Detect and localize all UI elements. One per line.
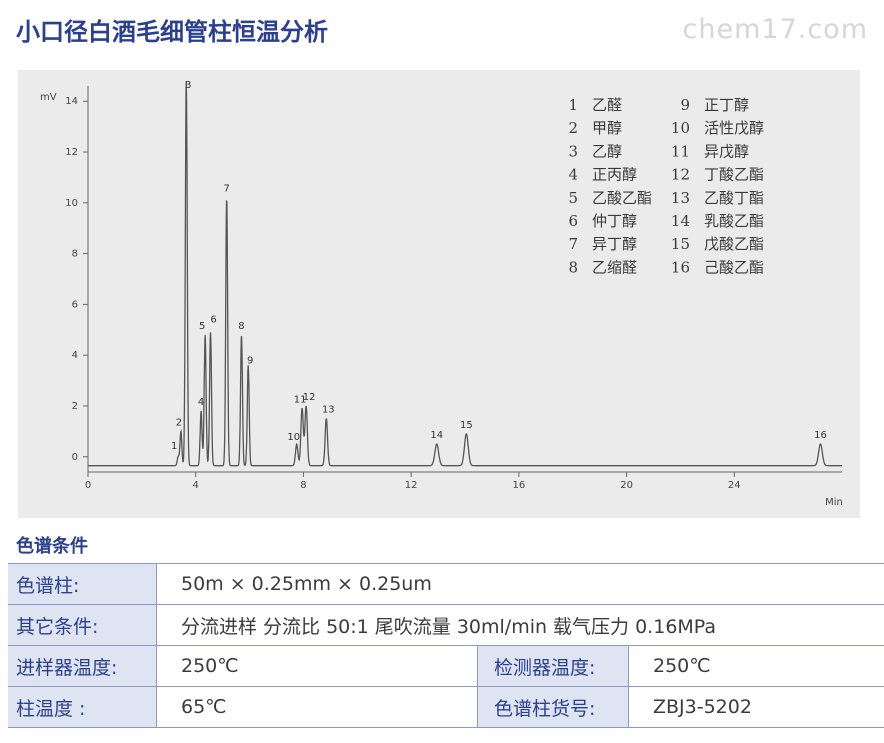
- table-row: 色谱柱: 50m × 0.25mm × 0.25um: [8, 563, 884, 605]
- peak-label-6: 6: [210, 314, 216, 325]
- legend-number: 2: [568, 119, 578, 137]
- x-axis-label: Min: [825, 497, 843, 508]
- legend-number: 8: [568, 258, 578, 276]
- y-tick-label: 8: [72, 249, 78, 260]
- peak-label-5: 5: [199, 321, 205, 332]
- y-tick-label: 10: [65, 198, 78, 209]
- legend-name: 丁酸乙酯: [704, 166, 764, 184]
- legend-number: 7: [568, 235, 578, 253]
- y-tick-label: 6: [72, 299, 78, 310]
- legend-number: 3: [568, 142, 578, 160]
- peak-label-12: 12: [303, 392, 316, 403]
- legend-name: 正丁醇: [704, 96, 749, 114]
- detector-value: 250℃: [628, 645, 884, 687]
- x-tick-label: 8: [300, 480, 306, 491]
- legend-number: 14: [671, 212, 690, 230]
- peak-label-2: 2: [176, 417, 182, 428]
- part-label: 色谱柱货号:: [477, 686, 629, 728]
- column-value: 50m × 0.25mm × 0.25um: [156, 563, 884, 605]
- peak-label-14: 14: [430, 430, 443, 441]
- legend-name: 正丙醇: [592, 166, 637, 184]
- injector-label: 进样器温度:: [8, 645, 157, 687]
- table-row: 其它条件: 分流进样 分流比 50:1 尾吹流量 30ml/min 载气压力 0…: [8, 604, 884, 646]
- legend-number: 9: [680, 96, 690, 114]
- legend-name: 戊酸乙酯: [704, 235, 764, 253]
- y-tick-label: 12: [65, 147, 78, 158]
- legend-name: 异丁醇: [592, 235, 637, 253]
- oven-label: 柱温度 :: [8, 686, 157, 728]
- legend-name: 乙醛: [592, 96, 622, 114]
- legend-name: 仲丁醇: [592, 212, 637, 230]
- legend-number: 13: [671, 189, 690, 207]
- chromatogram-trace: [88, 80, 842, 467]
- legend-name: 异戊醇: [704, 142, 749, 160]
- x-tick-label: 12: [405, 480, 418, 491]
- injector-value: 250℃: [156, 645, 478, 687]
- legend-number: 1: [568, 96, 578, 114]
- peak-label-3: 3: [185, 80, 191, 91]
- legend-number: 5: [568, 189, 578, 207]
- y-tick-label: 14: [65, 96, 78, 107]
- peak-label-16: 16: [814, 430, 827, 441]
- legend-name: 甲醇: [592, 119, 622, 137]
- legend-name: 活性戊醇: [704, 119, 764, 137]
- peak-label-4: 4: [198, 397, 204, 408]
- peak-label-15: 15: [460, 420, 473, 431]
- legend-name: 乙酸乙酯: [592, 189, 652, 207]
- detector-label: 检测器温度:: [477, 645, 629, 687]
- peak-label-11: 11: [294, 395, 307, 406]
- legend-number: 15: [671, 235, 690, 253]
- table-row: 柱温度 : 65℃ 色谱柱货号: ZBJ3-5202: [8, 686, 884, 728]
- legend-number: 6: [568, 212, 578, 230]
- table-row: 进样器温度: 250℃ 检测器温度: 250℃: [8, 645, 884, 687]
- legend-name: 乙缩醛: [592, 258, 637, 276]
- legend-name: 己酸乙酯: [704, 258, 764, 276]
- oven-value: 65℃: [156, 686, 478, 728]
- peak-label-8: 8: [238, 321, 244, 332]
- x-tick-label: 4: [193, 480, 199, 491]
- page-title: 小口径白酒毛细管柱恒温分析: [16, 18, 328, 46]
- legend-name: 乳酸乙酯: [704, 212, 764, 230]
- y-tick-label: 4: [72, 350, 78, 361]
- legend-number: 16: [671, 258, 690, 276]
- x-tick-label: 20: [620, 480, 633, 491]
- peak-label-13: 13: [322, 405, 335, 416]
- other-value: 分流进样 分流比 50:1 尾吹流量 30ml/min 载气压力 0.16MPa: [156, 604, 884, 646]
- y-axis-label: mV: [40, 92, 57, 103]
- x-tick-label: 16: [512, 480, 525, 491]
- legend-name: 乙醇: [592, 142, 622, 160]
- watermark: chem17.com: [682, 14, 868, 45]
- x-tick-label: 24: [728, 480, 741, 491]
- conditions-table: 色谱柱: 50m × 0.25mm × 0.25um 其它条件: 分流进样 分流…: [8, 563, 884, 728]
- legend-name: 乙酸丁酯: [704, 189, 764, 207]
- peak-label-1: 1: [171, 441, 177, 452]
- legend-number: 10: [671, 119, 690, 137]
- peak-label-9: 9: [247, 355, 253, 366]
- legend-number: 12: [671, 166, 690, 184]
- x-tick-label: 0: [85, 480, 91, 491]
- peak-label-7: 7: [223, 184, 229, 195]
- legend-number: 11: [671, 142, 690, 160]
- column-label: 色谱柱:: [8, 563, 157, 605]
- legend-number: 4: [568, 166, 578, 184]
- section-title: 色谱条件: [16, 536, 88, 557]
- part-value: ZBJ3-5202: [628, 686, 884, 728]
- y-tick-label: 2: [72, 401, 78, 412]
- chart-background: [18, 70, 860, 518]
- other-label: 其它条件:: [8, 604, 157, 646]
- y-tick-label: 0: [72, 452, 78, 463]
- peak-label-10: 10: [287, 432, 300, 443]
